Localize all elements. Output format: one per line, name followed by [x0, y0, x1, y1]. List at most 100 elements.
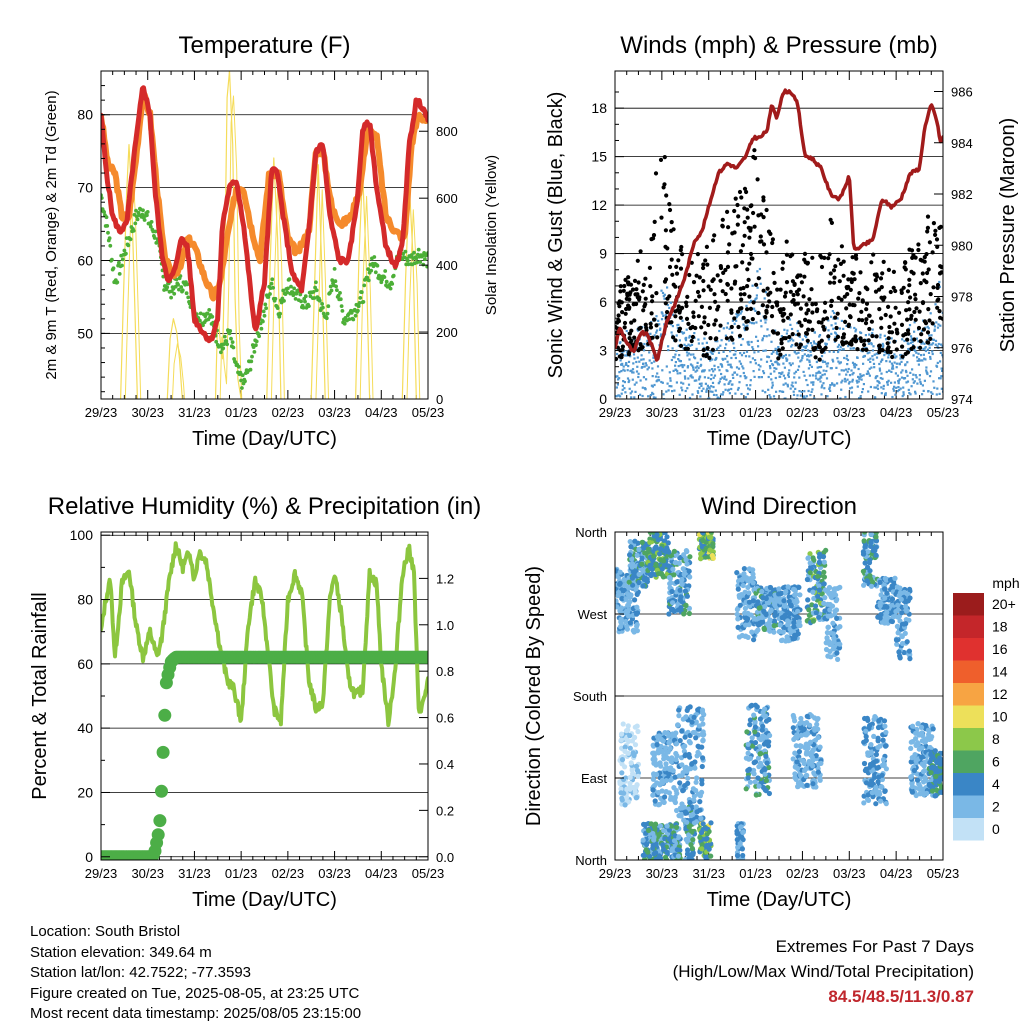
gust-point	[752, 148, 756, 152]
wind-point	[680, 387, 682, 389]
direction-point	[736, 625, 741, 630]
direction-point	[636, 580, 641, 585]
wind-point	[772, 364, 774, 366]
gust-point	[736, 214, 740, 218]
gust-point	[649, 322, 653, 326]
wind-point	[877, 388, 879, 390]
direction-point	[683, 603, 688, 608]
wind-point	[813, 342, 815, 344]
direction-point	[794, 599, 799, 604]
gust-point	[625, 297, 629, 301]
gust-point	[923, 255, 927, 259]
gust-point	[826, 256, 830, 260]
gust-point	[901, 355, 905, 359]
gust-point	[672, 283, 676, 287]
wind-point	[629, 388, 631, 390]
wind-point	[760, 283, 762, 285]
direction-point	[834, 616, 839, 621]
direction-point	[781, 598, 786, 603]
x-tick-label: 30/23	[646, 866, 679, 881]
direction-point	[672, 796, 677, 801]
wind-point	[830, 333, 832, 335]
dewpoint-point	[351, 318, 355, 322]
direction-point	[635, 729, 640, 734]
wind-point	[676, 381, 678, 383]
direction-point	[736, 587, 741, 592]
dewpoint-point	[270, 277, 274, 281]
wind-point	[826, 343, 828, 345]
gust-point	[857, 318, 861, 322]
gust-point	[745, 267, 749, 271]
x-tick-label: 03/23	[318, 866, 351, 881]
gust-point	[879, 276, 883, 280]
wind-point	[683, 332, 685, 334]
direction-point	[710, 553, 715, 558]
dewpoint-point	[112, 266, 116, 270]
dewpoint-point	[150, 220, 154, 224]
direction-point	[884, 610, 889, 615]
gust-point	[854, 257, 858, 261]
wind-point	[855, 329, 857, 331]
wind-point	[831, 367, 833, 369]
direction-point	[664, 755, 669, 760]
gust-point	[875, 334, 879, 338]
wind-point	[627, 365, 629, 367]
wind-point	[765, 349, 767, 351]
wind-point	[738, 387, 740, 389]
wind-point	[700, 364, 702, 366]
wind-point	[642, 363, 644, 365]
gust-point	[849, 339, 853, 343]
gust-point	[854, 339, 858, 343]
wind-point	[899, 363, 901, 365]
direction-point	[666, 550, 671, 555]
wind-point	[798, 377, 800, 379]
direction-point	[791, 624, 796, 629]
wind-point	[703, 338, 705, 340]
gust-point	[692, 280, 696, 284]
wind-point	[861, 379, 863, 381]
direction-point	[894, 637, 899, 642]
gust-point	[775, 288, 779, 292]
direction-point	[666, 540, 671, 545]
gust-point	[747, 295, 751, 299]
wind-point	[679, 339, 681, 341]
direction-point	[626, 613, 631, 618]
gust-point	[781, 260, 785, 264]
wind-point	[907, 381, 909, 383]
wind-point	[685, 390, 687, 392]
y-right-tick-label: 0.6	[436, 711, 454, 726]
gust-point	[817, 320, 821, 324]
wind-point	[927, 390, 929, 392]
wind-point	[916, 383, 918, 385]
gust-point	[667, 202, 671, 206]
gust-point	[790, 253, 794, 257]
wind-point	[721, 377, 723, 379]
wind-point	[847, 371, 849, 373]
x-tick-label: 31/23	[692, 866, 725, 881]
gust-point	[832, 281, 836, 285]
wind-point	[916, 376, 918, 378]
y-tick-label: 100	[70, 527, 94, 543]
direction-point	[672, 549, 677, 554]
y-right-tick-label: 400	[436, 258, 458, 273]
x-tick-label: 05/23	[412, 405, 445, 420]
wind-point	[734, 323, 736, 325]
gust-point	[751, 211, 755, 215]
direction-point	[678, 594, 683, 599]
gust-point	[743, 220, 747, 224]
wind-point	[628, 361, 630, 363]
wind-point	[680, 382, 682, 384]
wind-point	[740, 363, 742, 365]
gust-point	[770, 305, 774, 309]
direction-point	[742, 566, 747, 571]
wind-point	[873, 363, 875, 365]
dewpoint-point	[271, 286, 275, 290]
direction-point	[900, 641, 905, 646]
wind-point	[793, 391, 795, 393]
direction-point	[734, 829, 739, 834]
wind-point	[806, 345, 808, 347]
gust-point	[730, 325, 734, 329]
wind-point	[740, 312, 742, 314]
wind-point	[670, 385, 672, 387]
gust-point	[914, 306, 918, 310]
